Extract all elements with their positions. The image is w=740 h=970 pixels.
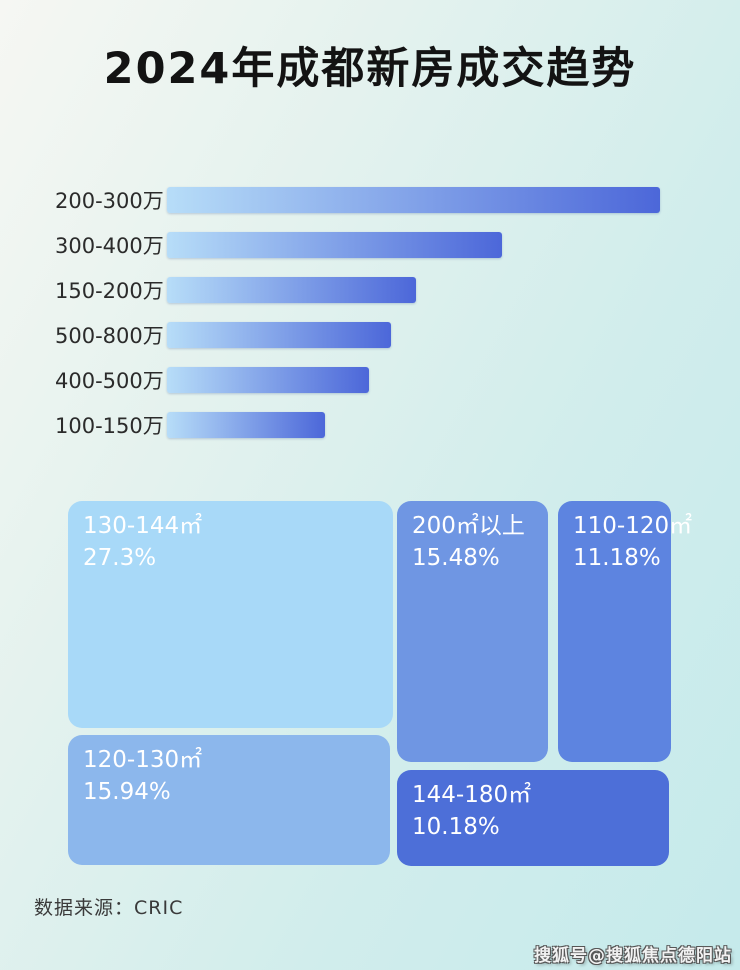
bar-fill xyxy=(167,187,660,213)
bar-track xyxy=(167,232,660,258)
treemap-box-label: 144-180㎡ xyxy=(412,782,532,808)
bar-row: 500-800万 xyxy=(55,322,660,348)
bar-fill xyxy=(167,277,416,303)
bar-fill xyxy=(167,412,325,438)
page-title: 2024年成都新房成交趋势 xyxy=(103,44,637,94)
bar-category-label: 400-500万 xyxy=(55,369,164,393)
bar-track xyxy=(167,277,660,303)
bar-category-label: 150-200万 xyxy=(55,279,164,303)
treemap-box: 110-120㎡ 11.18% xyxy=(558,501,693,762)
treemap-box-percent: 15.48% xyxy=(412,545,500,572)
bar-track xyxy=(167,412,660,438)
bar-category-label: 100-150万 xyxy=(55,414,164,438)
bar-fill xyxy=(167,367,370,393)
treemap-box-percent: 27.3% xyxy=(83,545,157,572)
treemap-box-label: 110-120㎡ xyxy=(573,513,693,539)
bar-track xyxy=(167,322,660,348)
bar-row: 200-300万 xyxy=(55,187,660,213)
bar-category-label: 200-300万 xyxy=(55,189,164,213)
bar-row: 150-200万 xyxy=(55,277,660,303)
bar-fill xyxy=(167,322,392,348)
bar-category-label: 300-400万 xyxy=(55,234,164,258)
treemap-box-percent: 15.94% xyxy=(83,779,171,806)
treemap-box: 144-180㎡ 10.18% xyxy=(397,770,669,866)
bar-row: 100-150万 xyxy=(55,412,660,438)
treemap-box: 200㎡以上 15.48% xyxy=(397,501,548,762)
treemap-box-label: 130-144㎡ xyxy=(83,513,203,539)
treemap-box-percent: 11.18% xyxy=(573,545,661,572)
treemap-box-label: 120-130㎡ xyxy=(83,747,203,773)
treemap-box: 120-130㎡ 15.94% xyxy=(68,735,390,865)
price-band-bar-chart: 200-300万 300-400万 150-200万 500-800万 400-500万… xyxy=(55,187,660,457)
bar-category-label: 500-800万 xyxy=(55,324,164,348)
treemap-box-percent: 10.18% xyxy=(412,814,500,841)
treemap-box-label: 200㎡以上 xyxy=(412,513,525,539)
watermark: 搜狐号@搜狐焦点德阳站 xyxy=(534,946,732,966)
bar-row: 300-400万 xyxy=(55,232,660,258)
bar-track xyxy=(167,187,660,213)
data-source-note: 数据来源：CRIC xyxy=(34,897,184,919)
bar-track xyxy=(167,367,660,393)
treemap-box: 130-144㎡ 27.3% xyxy=(68,501,393,728)
bar-fill xyxy=(167,232,503,258)
bar-row: 400-500万 xyxy=(55,367,660,393)
